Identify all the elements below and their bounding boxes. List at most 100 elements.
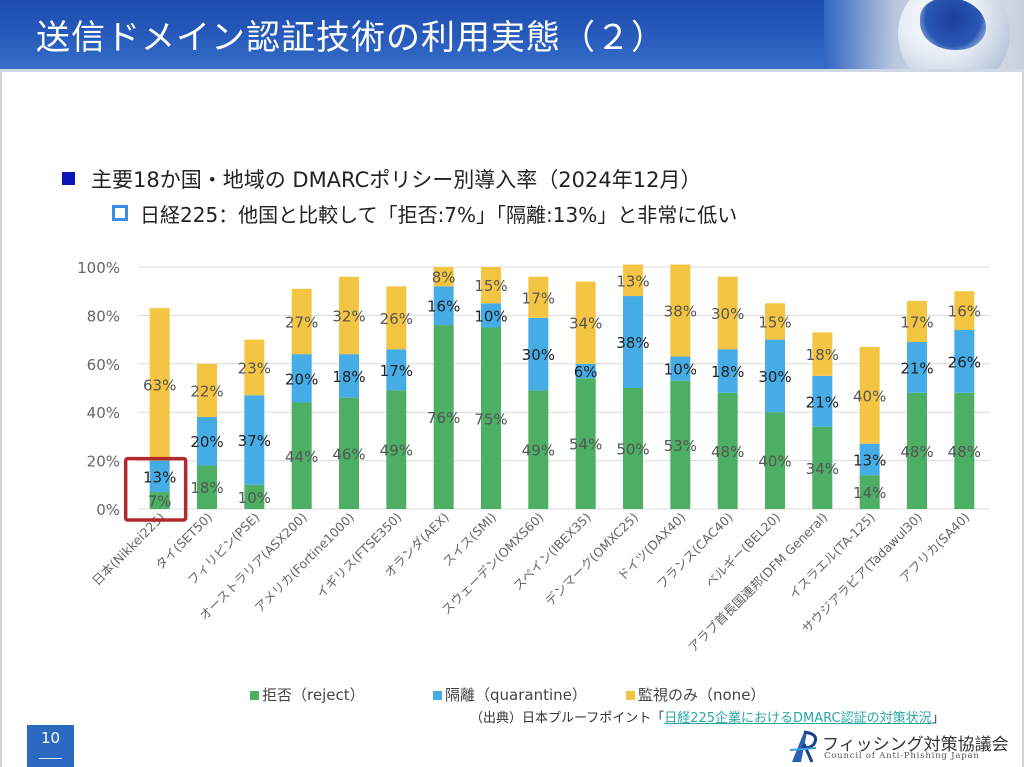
data-label-reject: 76% <box>427 409 460 427</box>
bar-segment-reject <box>244 484 265 509</box>
data-label-reject: 34% <box>806 460 839 478</box>
bullet-main-text: 主要18か国・地域の DMARCポリシー別導入率（2024年12月） <box>91 168 702 192</box>
data-label-quarantine: 16% <box>427 298 460 316</box>
data-label-reject: 10% <box>238 489 271 507</box>
source-suffix: 」 <box>931 711 945 726</box>
data-label-quarantine: 20% <box>285 370 318 388</box>
data-label-reject: 75% <box>474 410 507 428</box>
data-label-reject: 50% <box>616 441 649 459</box>
data-label-reject: 44% <box>285 448 318 466</box>
bar-segment-reject <box>386 390 407 509</box>
page-number: 10 <box>40 729 61 747</box>
data-label-reject: 40% <box>758 453 791 471</box>
data-label-quarantine: 37% <box>238 432 271 450</box>
data-label-none: 18% <box>806 346 839 364</box>
data-label-none: 22% <box>190 382 223 400</box>
data-label-none: 16% <box>948 303 981 321</box>
data-label-quarantine: 21% <box>900 359 933 377</box>
globe-image <box>824 0 1024 72</box>
slide-title: 送信ドメイン認証技術の利用実態（２） <box>36 18 666 58</box>
bar-segment-reject <box>954 392 975 509</box>
bar-segment-quarantine <box>765 339 785 413</box>
data-label-quarantine: 26% <box>948 353 981 371</box>
bar-segment-quarantine <box>149 460 170 493</box>
data-label-reject: 48% <box>900 443 933 461</box>
legend-swatch-quarantine <box>433 691 442 700</box>
y-tick-label: 100% <box>77 259 120 277</box>
source-link[interactable]: 日経225企業におけるDMARC認証の対策状況 <box>664 711 932 726</box>
source-citation: （出典）日本プルーフポイント「日経225企業におけるDMARC認証の対策状況」 <box>470 707 945 726</box>
org-name: フィッシング対策協議会 <box>822 735 1009 755</box>
data-label-quarantine: 20% <box>190 433 223 451</box>
bar-segment-quarantine <box>386 349 407 391</box>
data-label-none: 40% <box>853 387 886 405</box>
page-number-badge: 10 <box>27 725 74 767</box>
bar-segment-none <box>954 291 975 330</box>
bar-segment-reject <box>717 392 738 509</box>
bar-segment-quarantine <box>575 363 596 379</box>
bar-segment-reject <box>670 380 691 509</box>
page-number-underline <box>39 758 62 759</box>
bar-segment-quarantine <box>244 395 265 485</box>
bar-segment-none <box>339 276 359 355</box>
data-label-none: 17% <box>522 289 555 307</box>
legend-label-none: 監視のみ（none） <box>638 686 766 704</box>
bar-segment-none <box>244 339 265 396</box>
x-axis-labels: 日本(Nikkei225)タイ(SET50)フィリピン(PSE)オーストラリア(… <box>89 510 973 655</box>
data-label-reject: 54% <box>569 436 602 454</box>
bullet-sub: 日経225：他国と比較して「拒否:7%」「隔離:13%」と非常に低い <box>112 199 737 228</box>
bar-segment-none <box>623 264 643 297</box>
bar-segment-reject <box>528 390 549 509</box>
legend-item-reject: 拒否（reject） <box>250 684 365 705</box>
y-tick-label: 40% <box>87 404 120 422</box>
data-label-reject: 49% <box>522 442 555 460</box>
bar-segment-reject <box>907 392 927 509</box>
bar-segment-reject <box>575 378 596 509</box>
data-label-quarantine: 30% <box>522 346 555 364</box>
bar-segment-quarantine <box>670 356 691 381</box>
legend-swatch-none <box>626 691 635 700</box>
bar-segment-quarantine <box>859 443 880 476</box>
slide-border-right <box>1022 72 1024 767</box>
bar-segment-reject <box>812 426 833 509</box>
data-label-none: 32% <box>332 307 365 325</box>
data-label-reject: 46% <box>332 445 365 463</box>
bar-segment-none <box>859 346 880 444</box>
data-label-none: 26% <box>380 310 413 328</box>
slide-header: 送信ドメイン認証技術の利用実態（２） <box>0 0 1024 72</box>
data-label-quarantine: 21% <box>806 393 839 411</box>
bar-segment-quarantine <box>528 317 549 391</box>
bar-segment-quarantine <box>907 342 927 393</box>
org-name-en: Council of Anti-Phishing Japan <box>824 751 980 761</box>
data-label-none: 8% <box>432 269 456 287</box>
bar-segment-none <box>575 281 596 364</box>
bars <box>149 264 975 509</box>
hollow-square-bullet-icon <box>112 205 128 221</box>
data-label-reject: 14% <box>853 484 886 502</box>
data-label-none: 13% <box>616 272 649 290</box>
data-label-none: 27% <box>285 313 318 331</box>
data-label-none: 23% <box>238 359 271 377</box>
bar-segment-quarantine <box>291 354 312 403</box>
bar-segment-reject <box>149 492 170 509</box>
stacked-bar-chart: 0% 20% 40% 60% 80% 100% 7% 13% 63% 18% 20% 22% 10% 3… <box>77 259 990 655</box>
y-axis-ticks: 0% 20% 40% 60% 80% 100% <box>77 259 120 519</box>
source-prefix: （出典）日本プルーフポイント「 <box>470 711 665 726</box>
data-label-none: 17% <box>900 313 933 331</box>
legend-item-quarantine: 隔離（quarantine） <box>433 684 587 705</box>
x-tick-label: イギリス(FTSE350) <box>313 510 404 601</box>
data-label-quarantine: 17% <box>380 362 413 380</box>
bar-segment-none <box>670 264 691 357</box>
bar-segment-none <box>528 276 549 318</box>
legend-label-reject: 拒否（reject） <box>262 686 365 704</box>
data-label-none: 30% <box>711 305 744 323</box>
legend-item-none: 監視のみ（none） <box>626 684 765 705</box>
data-label-quarantine: 10% <box>474 307 507 325</box>
bar-segment-reject <box>291 402 312 509</box>
bar-segment-quarantine <box>339 354 359 398</box>
x-tick-label: デンマーク(OMXC25) <box>542 510 641 609</box>
data-label-none: 34% <box>569 315 602 333</box>
data-label-quarantine: 10% <box>664 361 697 379</box>
bar-segment-quarantine <box>954 329 975 393</box>
data-label-none: 38% <box>664 303 697 321</box>
